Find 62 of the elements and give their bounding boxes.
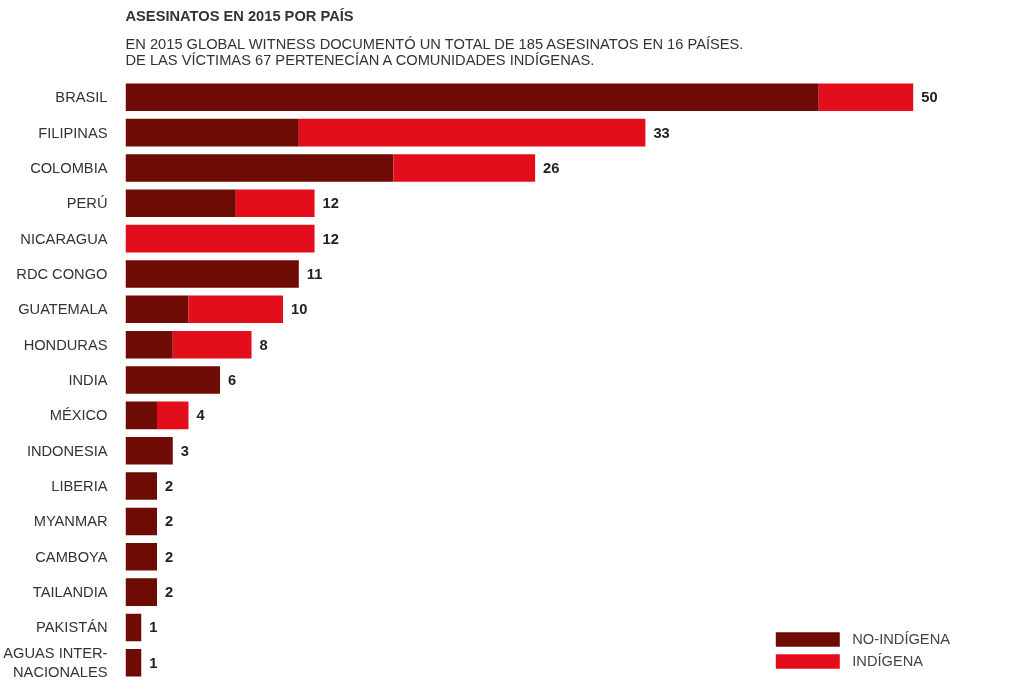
- bar: [188, 295, 284, 324]
- bar: [125, 154, 394, 182]
- bar: [125, 118, 299, 147]
- annotation: 10: [291, 301, 308, 318]
- bar: [157, 401, 189, 430]
- y-tick-label: INDONESIA: [26, 442, 108, 459]
- bar: [125, 613, 142, 642]
- bar: [125, 330, 173, 359]
- annotation: 50: [921, 89, 938, 106]
- bar: [172, 330, 252, 359]
- annotation: 12: [322, 230, 339, 247]
- y-tick-label: MÉXICO: [49, 407, 108, 424]
- y-tick-label: FILIPINAS: [38, 124, 108, 141]
- bar: [125, 542, 158, 571]
- annotation: 2: [165, 584, 174, 601]
- annotation: 4: [196, 407, 206, 424]
- y-tick-label: RDC CONGO: [16, 265, 108, 282]
- y-tick-label: AGUAS INTER- NACIONALES: [3, 645, 108, 681]
- annotation: 6: [228, 372, 237, 389]
- legend-label: NO-INDÍGENA: [852, 631, 950, 647]
- annotation: 1: [149, 654, 158, 671]
- annotation: 1: [149, 619, 158, 636]
- annotation: 26: [543, 159, 560, 176]
- bar: [125, 366, 221, 394]
- annotation: 11: [306, 265, 323, 282]
- annotation: 33: [653, 124, 670, 141]
- annotation: 3: [180, 442, 189, 459]
- annotation: 2: [165, 548, 174, 565]
- annotation: 2: [165, 513, 174, 530]
- bar: [125, 260, 299, 288]
- y-tick-label: BRASIL: [55, 89, 108, 106]
- bar: [125, 578, 158, 606]
- y-tick-label: HONDURAS: [23, 336, 108, 353]
- bar: [125, 295, 189, 324]
- bar: [125, 436, 173, 465]
- bar: [125, 224, 315, 253]
- bar: [125, 649, 142, 677]
- bar: [125, 401, 158, 430]
- y-tick-label: CAMBOYA: [35, 548, 108, 565]
- legend-label: INDÍGENA: [852, 653, 924, 669]
- chart-title: ASESINATOS EN 2015 POR PAÍS: [125, 7, 354, 24]
- y-tick-label: TAILANDIA: [32, 584, 108, 601]
- chart-subtitle: EN 2015 GLOBAL WITNESS DOCUMENTÓ UN TOTAL DE 185 ASESINATOS EN 16 PAÍSES. DE LAS VÍCTIMAS 67 PERTENECÍAN A COMUNIDADES INDÍGENAS.: [125, 35, 744, 68]
- bar: [235, 189, 315, 218]
- bar: [125, 472, 158, 500]
- bar: [298, 118, 646, 147]
- y-tick-label: LIBERIA: [51, 478, 108, 495]
- y-tick-label: INDIA: [68, 372, 108, 389]
- bar: [125, 507, 158, 536]
- bar: [393, 154, 536, 182]
- annotation: 12: [322, 195, 339, 212]
- bar: [818, 83, 914, 112]
- bar: [125, 83, 819, 112]
- bar: [125, 189, 236, 218]
- y-tick-label: GUATEMALA: [18, 301, 108, 318]
- y-tick-label: COLOMBIA: [30, 159, 108, 176]
- y-tick-label: PERÚ: [66, 195, 108, 212]
- annotation: 8: [259, 336, 268, 353]
- annotation: 2: [165, 478, 174, 495]
- y-tick-label: MYANMAR: [33, 513, 108, 530]
- y-tick-label: NICARAGUA: [20, 230, 108, 247]
- y-tick-label: PAKISTÁN: [36, 619, 108, 636]
